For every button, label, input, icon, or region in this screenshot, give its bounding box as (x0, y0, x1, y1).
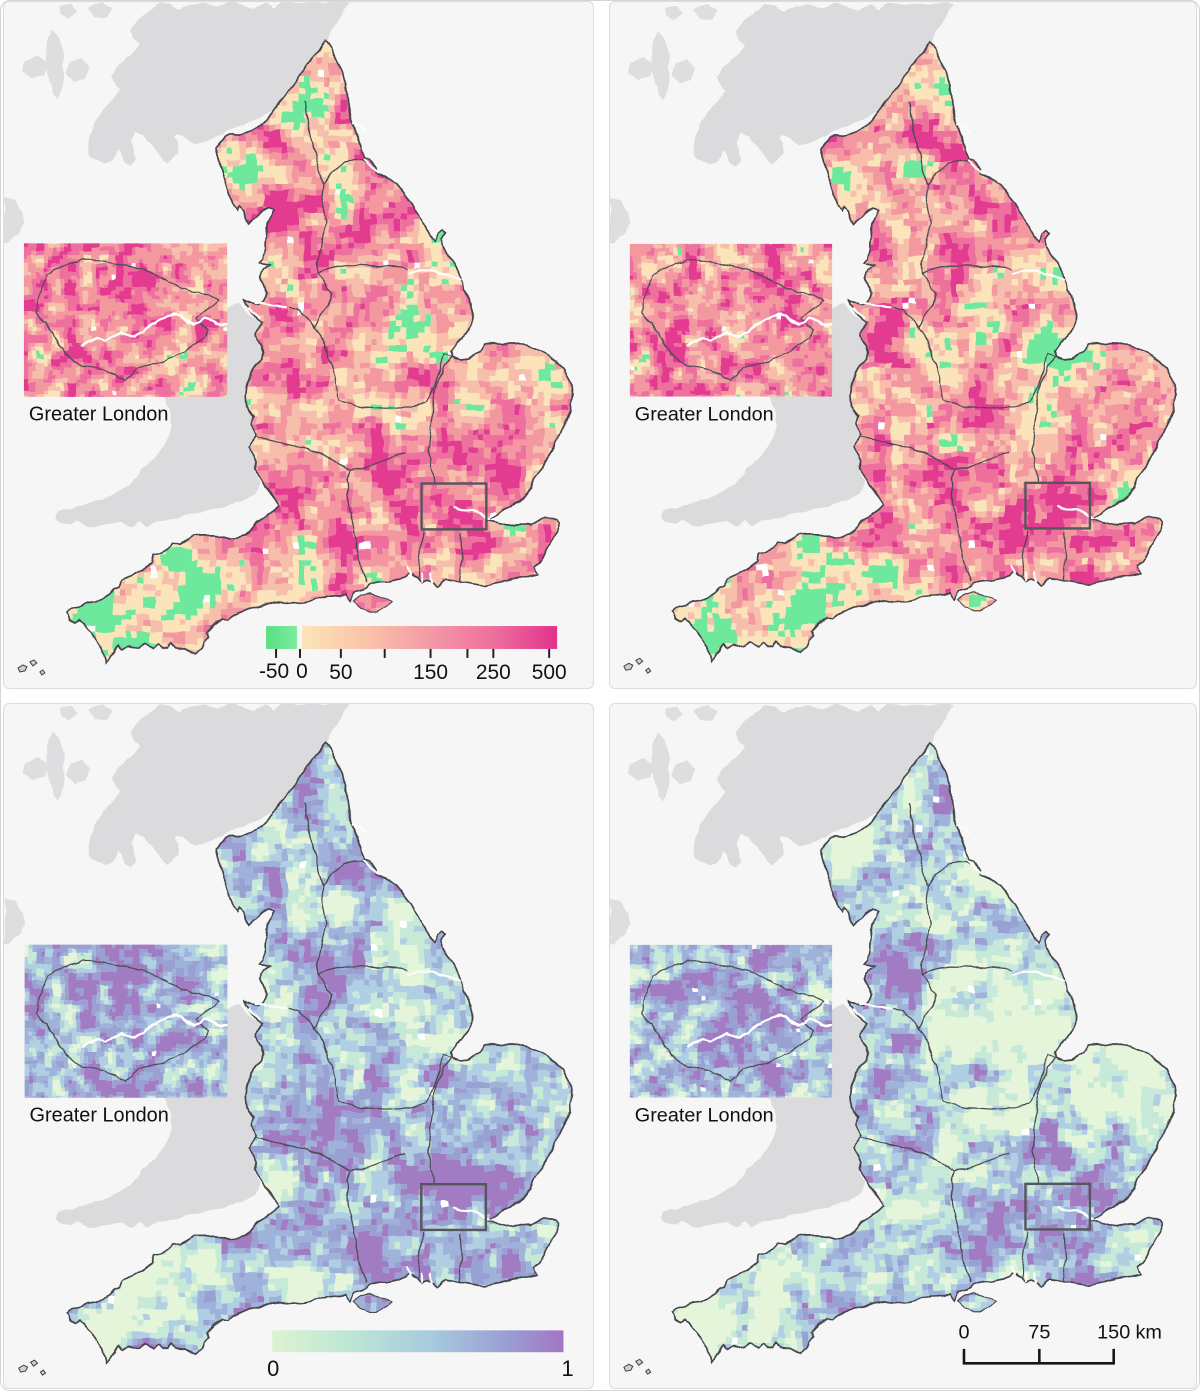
svg-text:1: 1 (561, 1356, 573, 1381)
svg-text:Greater London: Greater London (635, 403, 774, 425)
svg-text:75: 75 (1028, 1322, 1050, 1344)
svg-text:0: 0 (267, 1356, 279, 1381)
svg-text:-50: -50 (259, 660, 289, 683)
svg-text:50: 50 (329, 661, 352, 684)
svg-text:Greater London: Greater London (635, 1104, 774, 1126)
svg-text:Greater London: Greater London (29, 404, 169, 426)
svg-text:Greater London: Greater London (30, 1105, 169, 1127)
svg-text:150: 150 (1097, 1322, 1130, 1344)
svg-text:500: 500 (532, 661, 567, 684)
svg-text:0: 0 (296, 660, 308, 683)
svg-text:150: 150 (413, 661, 448, 684)
svg-text:250: 250 (476, 661, 511, 684)
svg-text:km: km (1136, 1322, 1162, 1344)
svg-text:0: 0 (958, 1322, 969, 1344)
